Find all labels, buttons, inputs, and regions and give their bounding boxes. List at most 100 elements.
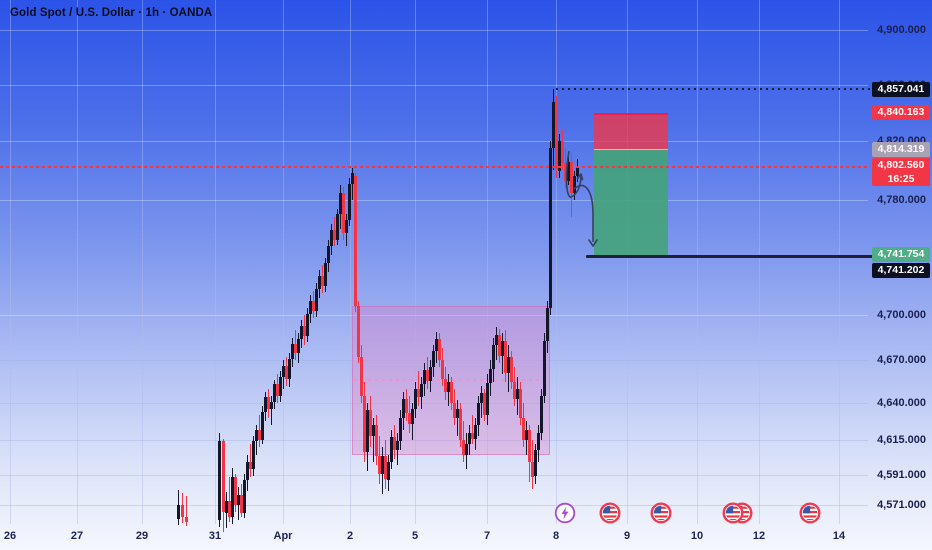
candle-body [522,417,525,440]
candle-wick [373,417,374,462]
candle-body [360,357,363,396]
time-axis-label[interactable]: 12 [752,530,766,542]
candle-body [300,325,303,339]
last-price-label: 4,802.560 16:25 [872,157,930,186]
candle-body [423,370,426,385]
candle-body [384,456,387,480]
candle-body [444,378,447,392]
candle-body [270,401,273,409]
vertical-gridline [142,0,143,524]
candle-wick [271,395,272,426]
candle-body [408,413,411,424]
time-axis-label[interactable]: 14 [832,530,846,542]
candle-body [285,365,288,379]
candle-body [309,300,312,314]
candle-body [258,429,261,440]
price-axis-label: 4,900.000 [877,24,926,36]
stop-price-label: 4,840.163 [872,105,930,121]
horizontal-gridline [0,200,868,201]
candle-body [267,397,270,409]
time-axis-label[interactable]: Apr [273,530,293,542]
candle-body [318,276,321,290]
candle-body [396,441,399,451]
candle-body [501,340,504,356]
time-axis-label[interactable]: 26 [3,530,17,542]
candle-body [276,384,279,396]
candle-body [252,441,255,470]
economic-event-us-flag-icon[interactable] [599,502,621,524]
candle-body [282,365,285,378]
time-axis-label[interactable]: 31 [208,530,222,542]
time-axis-label[interactable]: 9 [623,530,631,542]
candle-body [573,176,576,193]
candle-body [405,398,408,414]
time-axis-label[interactable]: 7 [483,530,491,542]
candle-body [540,395,543,433]
candle-body [477,403,480,426]
candle-body [393,437,396,451]
candle-body [489,368,492,383]
price-axis-label: 4,780.000 [877,194,926,206]
candle-body [555,101,558,171]
candle-body [402,398,405,418]
target-price-label: 4,741.754 [872,247,930,263]
high-dotted-line[interactable] [556,88,872,91]
price-axis-label: 4,571.000 [877,499,926,511]
candle-body [447,381,450,392]
candle-body [231,476,234,517]
economic-event-us-flag-icon[interactable] [799,502,821,524]
candle-body [303,325,306,336]
vertical-gridline [759,0,760,524]
candle-body [342,192,345,234]
vertical-gridline [10,0,11,524]
economic-event-us-flag-double-icon[interactable] [722,502,754,524]
candle-body [426,370,429,382]
candle-body [576,166,579,177]
candle-body [321,276,324,287]
support-price-label-value: 4,741.202 [877,264,925,277]
support-trend-line[interactable] [586,254,877,258]
candle-body [516,388,519,399]
candle-body [513,381,516,399]
candle-body [225,500,228,513]
candle-body [528,429,531,462]
candle-wick [457,400,458,436]
time-axis-label[interactable]: 5 [411,530,419,542]
candle-body [333,230,336,241]
horizontal-gridline [0,85,868,86]
time-axis-label[interactable]: 29 [135,530,149,542]
candle-body [327,246,330,264]
candle-wick [352,167,353,200]
time-axis-label[interactable]: 27 [70,530,84,542]
candle-body [234,476,237,505]
candle-body [354,176,357,307]
price-axis-label: 4,700.000 [877,309,926,321]
candle-body [297,339,300,353]
vertical-gridline [350,0,351,524]
candle-body [177,505,180,519]
candle-body [336,214,339,241]
candle-body [561,141,564,164]
candle-body [492,345,495,369]
position-risk-box[interactable] [594,112,668,152]
economic-event-lightning-icon[interactable] [554,502,576,524]
candle-body [450,381,453,403]
time-axis-label[interactable]: 2 [346,530,354,542]
time-axis-label[interactable]: 8 [552,530,560,542]
candle-body [181,505,184,517]
candle-body [459,408,462,440]
high-price-label: 4,857.041 [872,81,930,97]
candle-body [483,392,486,415]
candle-body [264,397,267,412]
candle-body [351,173,354,184]
candle-body [510,357,513,382]
candle-body [291,343,294,359]
time-axis-label[interactable]: 10 [690,530,704,542]
candle-body [414,388,417,409]
candle-body [279,377,282,396]
candle-body [417,388,420,398]
vertical-gridline [556,0,557,524]
zone-midline [354,378,546,381]
economic-event-us-flag-icon[interactable] [650,502,672,524]
